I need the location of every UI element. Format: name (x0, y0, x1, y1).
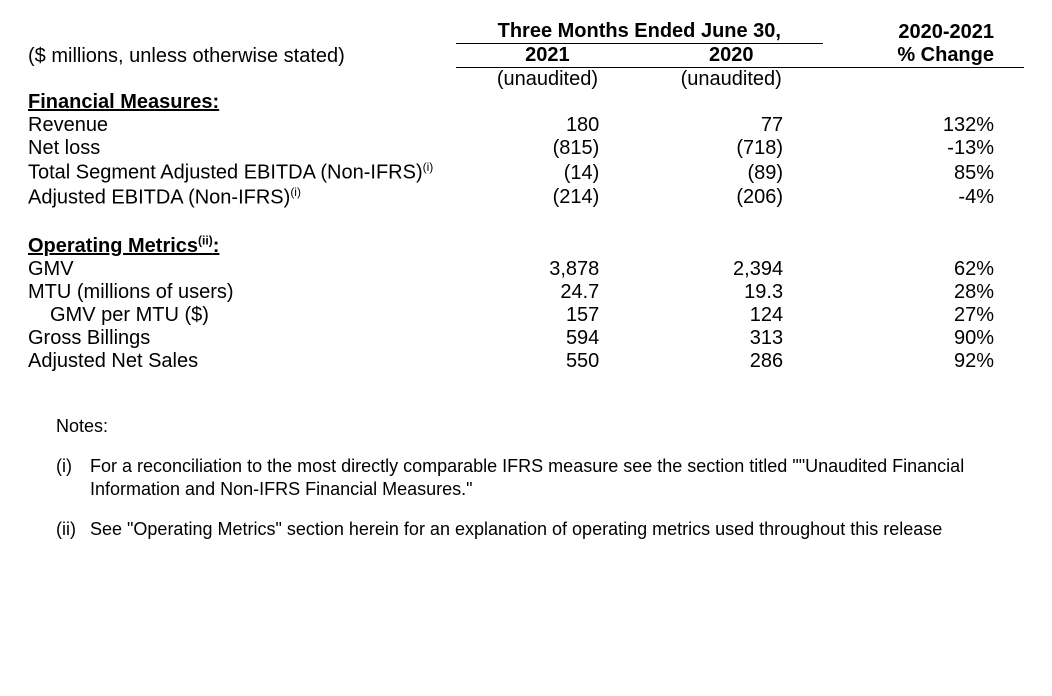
row-value-change: 90% (823, 327, 1024, 350)
table-row: Adjusted EBITDA (Non-IFRS)(i)(214)(206)-… (28, 185, 1024, 210)
row-value-2021: (214) (456, 185, 640, 210)
row-value-2020: 124 (639, 304, 823, 327)
row-value-2020: (718) (639, 137, 823, 160)
table-row: GMV3,8782,39462% (28, 258, 1024, 281)
change-label-bot: % Change (823, 44, 1024, 68)
row-label: GMV per MTU ($) (28, 304, 456, 327)
row-value-2021: 157 (456, 304, 640, 327)
table-row: Adjusted Net Sales55028692% (28, 350, 1024, 373)
row-value-2021: 180 (456, 114, 640, 137)
row-value-change: 27% (823, 304, 1024, 327)
row-value-change: -13% (823, 137, 1024, 160)
row-value-2020: (89) (639, 160, 823, 185)
row-value-change: 132% (823, 114, 1024, 137)
row-value-2021: (815) (456, 137, 640, 160)
section-operating-heading: Operating Metrics(ii): (28, 233, 456, 258)
col-header-2020: 2020 (639, 44, 823, 68)
note-item: (ii)See "Operating Metrics" section here… (56, 518, 1008, 541)
row-label: Revenue (28, 114, 456, 137)
table-row: MTU (millions of users)24.719.328% (28, 281, 1024, 304)
period-title: Three Months Ended June 30, (456, 20, 824, 44)
table-row: Net loss(815)(718)-13% (28, 137, 1024, 160)
col-header-2021: 2021 (456, 44, 640, 68)
row-value-change: 92% (823, 350, 1024, 373)
row-label: Net loss (28, 137, 456, 160)
row-label: Gross Billings (28, 327, 456, 350)
row-value-2020: 19.3 (639, 281, 823, 304)
note-key: (ii) (56, 518, 90, 541)
note-key: (i) (56, 455, 90, 500)
table-row: GMV per MTU ($)15712427% (28, 304, 1024, 327)
row-value-2020: 286 (639, 350, 823, 373)
financial-table: ($ millions, unless otherwise stated) Th… (28, 20, 1024, 373)
notes-block: Notes: (i)For a reconciliation to the mo… (28, 415, 1024, 541)
row-value-2020: 313 (639, 327, 823, 350)
audit-note-2020: (unaudited) (639, 68, 823, 92)
row-label: Adjusted Net Sales (28, 350, 456, 373)
row-value-2021: 24.7 (456, 281, 640, 304)
row-value-2020: (206) (639, 185, 823, 210)
row-value-2020: 2,394 (639, 258, 823, 281)
row-label: GMV (28, 258, 456, 281)
units-label: ($ millions, unless otherwise stated) (28, 20, 456, 68)
table-row: Revenue18077132% (28, 114, 1024, 137)
note-text: For a reconciliation to the most directl… (90, 455, 1008, 500)
change-label-top: 2020-2021 (823, 20, 1024, 44)
audit-note-2021: (unaudited) (456, 68, 640, 92)
section-financial-heading: Financial Measures: (28, 91, 456, 114)
row-value-2021: 594 (456, 327, 640, 350)
row-value-change: -4% (823, 185, 1024, 210)
row-value-2020: 77 (639, 114, 823, 137)
notes-heading: Notes: (56, 415, 1008, 438)
note-text: See "Operating Metrics" section herein f… (90, 518, 1008, 541)
row-value-change: 85% (823, 160, 1024, 185)
row-value-2021: 3,878 (456, 258, 640, 281)
table-row: Gross Billings59431390% (28, 327, 1024, 350)
row-label: Total Segment Adjusted EBITDA (Non-IFRS)… (28, 160, 456, 185)
table-row: Total Segment Adjusted EBITDA (Non-IFRS)… (28, 160, 1024, 185)
row-label: MTU (millions of users) (28, 281, 456, 304)
row-value-2021: (14) (456, 160, 640, 185)
row-label: Adjusted EBITDA (Non-IFRS)(i) (28, 185, 456, 210)
row-value-2021: 550 (456, 350, 640, 373)
row-value-change: 62% (823, 258, 1024, 281)
row-value-change: 28% (823, 281, 1024, 304)
note-item: (i)For a reconciliation to the most dire… (56, 455, 1008, 500)
